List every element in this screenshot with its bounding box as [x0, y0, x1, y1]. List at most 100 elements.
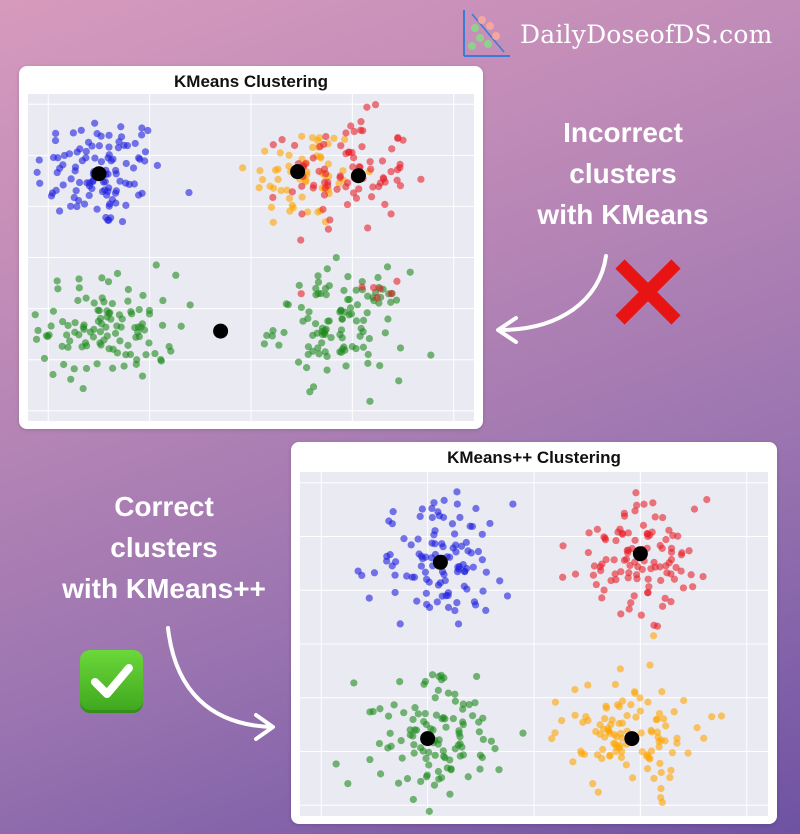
- data-point-red: [349, 189, 358, 197]
- data-point-blue: [112, 170, 120, 178]
- data-point-orange: [643, 765, 652, 773]
- caption-line: with KMeans++: [62, 573, 266, 604]
- data-point-blue: [52, 129, 60, 138]
- data-point-orange: [646, 661, 654, 669]
- data-point-orange: [667, 766, 675, 774]
- data-point-blue: [400, 535, 408, 543]
- data-point-orange: [657, 736, 665, 744]
- data-point-green: [420, 680, 428, 688]
- data-point-blue: [454, 620, 463, 628]
- data-point-orange: [666, 773, 674, 782]
- data-point-orange: [647, 747, 656, 755]
- data-point-red: [647, 565, 655, 573]
- data-point-blue: [486, 519, 494, 528]
- data-point-orange: [658, 798, 666, 807]
- data-point-green: [476, 765, 484, 773]
- data-point-red: [625, 605, 633, 613]
- data-point-blue: [422, 589, 430, 597]
- data-point-orange: [680, 696, 688, 705]
- data-point-green: [104, 278, 113, 286]
- data-point-orange: [340, 135, 349, 144]
- data-point-green: [138, 372, 147, 380]
- data-point-green: [403, 775, 412, 783]
- data-point-orange: [657, 784, 665, 793]
- data-point-orange: [277, 187, 285, 195]
- data-point-green: [295, 281, 303, 289]
- data-point-orange: [623, 712, 631, 720]
- data-point-red: [658, 544, 666, 552]
- data-point-blue: [114, 144, 122, 152]
- data-point-green: [440, 752, 448, 760]
- data-point-blue: [403, 572, 411, 580]
- data-point-orange: [611, 680, 619, 689]
- data-point-green: [417, 777, 425, 786]
- data-point-blue: [354, 567, 362, 575]
- data-point-green: [519, 729, 527, 737]
- data-point-blue: [72, 187, 80, 195]
- data-point-blue: [431, 527, 439, 535]
- data-point-green: [127, 307, 135, 316]
- data-point-green: [103, 307, 111, 315]
- data-point-blue: [117, 133, 126, 141]
- data-point-orange: [673, 734, 681, 742]
- data-point-red: [633, 501, 641, 509]
- kmeans-panel: KMeans Clustering: [19, 66, 483, 429]
- data-point-green: [384, 315, 392, 323]
- data-point-orange: [647, 726, 655, 735]
- data-point-blue: [59, 181, 67, 189]
- data-point-green: [124, 297, 132, 305]
- data-point-green: [117, 323, 125, 331]
- data-point-green: [381, 329, 389, 337]
- data-point-orange: [636, 694, 644, 702]
- data-point-green: [397, 737, 405, 745]
- data-point-red: [662, 562, 670, 570]
- data-point-green: [64, 321, 72, 330]
- data-point-orange: [660, 715, 668, 723]
- data-point-red: [367, 193, 376, 201]
- data-point-green: [473, 672, 481, 681]
- data-point-green: [152, 261, 160, 269]
- data-point-blue: [54, 154, 62, 162]
- data-point-blue: [141, 157, 149, 165]
- arrow-to-kmeans-panel: [498, 254, 608, 332]
- data-point-blue: [391, 588, 399, 597]
- scatter-logo-icon: [463, 10, 510, 57]
- data-point-green: [79, 384, 87, 393]
- kmeanspp-scatter-plot: [300, 472, 768, 816]
- data-point-green: [268, 332, 276, 340]
- data-point-green: [411, 704, 419, 712]
- data-point-green: [303, 364, 311, 372]
- arrow-to-kmeanspp-panel: [166, 626, 274, 729]
- data-point-orange: [269, 218, 277, 226]
- data-point-green: [455, 729, 463, 737]
- data-point-green: [456, 740, 464, 748]
- data-point-green: [459, 751, 467, 759]
- data-point-green: [442, 723, 450, 731]
- data-point-red: [357, 126, 365, 134]
- data-point-green: [421, 709, 429, 718]
- data-point-green: [122, 351, 130, 359]
- data-point-green: [275, 341, 283, 349]
- data-point-blue: [153, 161, 161, 170]
- data-point-red: [393, 176, 401, 184]
- data-point-green: [437, 676, 446, 684]
- data-point-orange: [571, 686, 579, 694]
- data-point-green: [427, 725, 435, 733]
- data-point-orange: [605, 727, 613, 735]
- data-point-orange: [258, 175, 267, 184]
- data-point-red: [612, 576, 620, 584]
- data-point-green: [425, 748, 433, 756]
- data-point-red: [610, 556, 618, 564]
- data-point-blue: [383, 557, 391, 565]
- data-point-green: [451, 690, 459, 698]
- data-point-blue: [105, 131, 113, 139]
- data-point-green: [409, 715, 417, 724]
- data-point-red: [320, 191, 329, 199]
- data-point-blue: [365, 594, 373, 602]
- data-point-green: [320, 329, 328, 337]
- data-point-orange: [656, 759, 664, 768]
- data-point-orange: [649, 632, 658, 640]
- data-point-red: [288, 188, 296, 196]
- data-point-green: [145, 339, 153, 347]
- data-point-green: [134, 323, 142, 331]
